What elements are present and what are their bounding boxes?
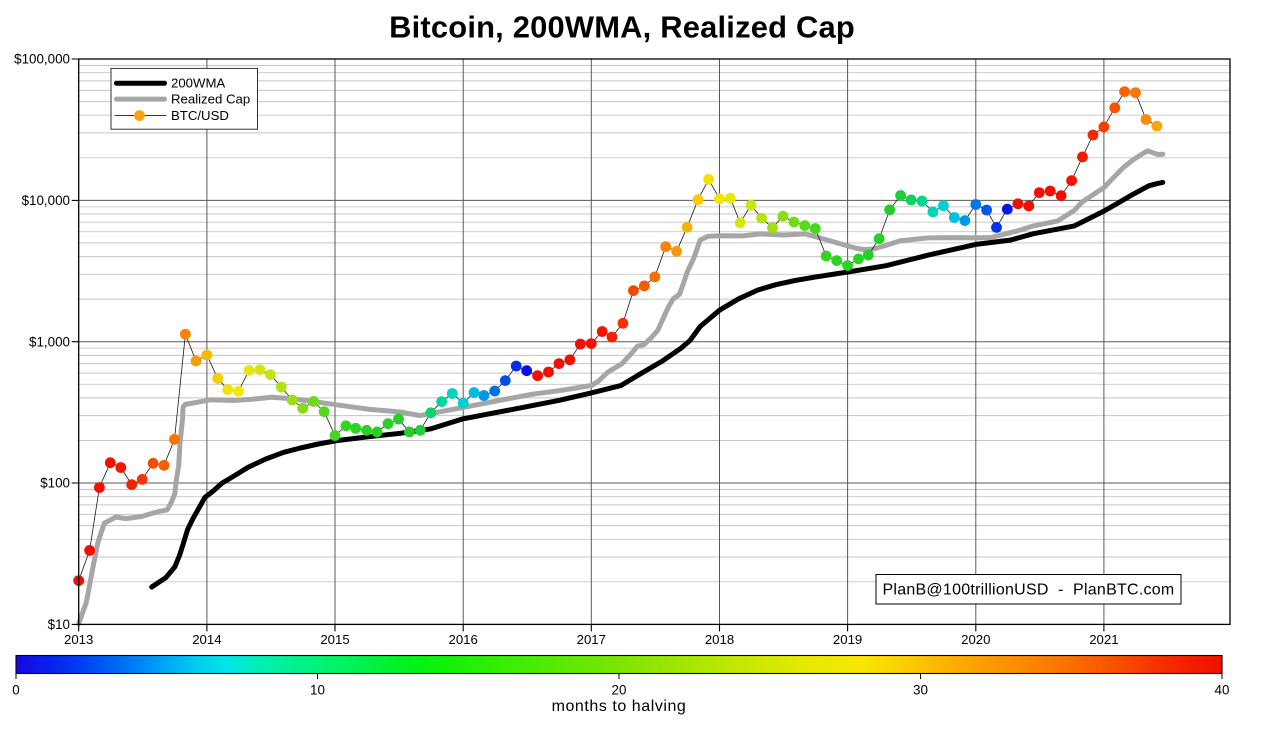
svg-text:2021: 2021 <box>1089 632 1118 647</box>
svg-text:Realized Cap: Realized Cap <box>171 92 250 107</box>
svg-text:2019: 2019 <box>833 632 862 647</box>
svg-text:2013: 2013 <box>64 632 93 647</box>
svg-text:10: 10 <box>310 683 325 698</box>
svg-text:$100,000: $100,000 <box>14 52 70 67</box>
svg-text:30: 30 <box>913 683 928 698</box>
svg-text:2017: 2017 <box>577 632 606 647</box>
svg-text:months to halving: months to halving <box>552 698 687 715</box>
svg-text:Bitcoin, 200WMA, Realized Cap: Bitcoin, 200WMA, Realized Cap <box>389 10 855 45</box>
svg-text:$100: $100 <box>40 476 70 491</box>
svg-text:$10,000: $10,000 <box>22 193 70 208</box>
svg-text:0: 0 <box>12 683 19 698</box>
svg-text:2015: 2015 <box>320 632 349 647</box>
svg-text:$10: $10 <box>48 617 70 632</box>
svg-text:2018: 2018 <box>705 632 734 647</box>
svg-text:BTC/USD: BTC/USD <box>171 108 229 123</box>
svg-text:40: 40 <box>1215 683 1230 698</box>
svg-text:200WMA: 200WMA <box>171 76 225 91</box>
svg-text:2016: 2016 <box>449 632 478 647</box>
svg-text:PlanB@100trillionUSD - PlanB: PlanB@100trillionUSD - PlanBTC.com <box>882 581 1174 598</box>
svg-text:$1,000: $1,000 <box>29 334 70 349</box>
svg-text:20: 20 <box>612 683 627 698</box>
svg-text:2020: 2020 <box>961 632 990 647</box>
svg-text:2014: 2014 <box>192 632 221 647</box>
